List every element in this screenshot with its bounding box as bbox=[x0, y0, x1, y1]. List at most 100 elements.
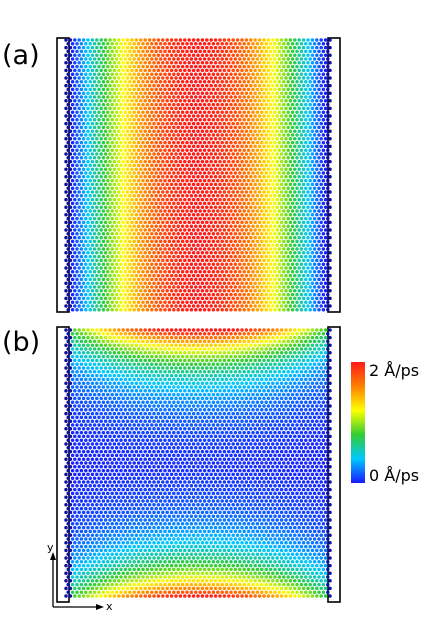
lattice-atom bbox=[297, 114, 301, 118]
lattice-atom bbox=[165, 197, 169, 202]
lattice-atom bbox=[218, 358, 222, 363]
lattice-atom bbox=[319, 243, 323, 247]
lattice-atom bbox=[290, 362, 295, 366]
lattice-atom bbox=[264, 247, 268, 251]
lattice-atom bbox=[112, 235, 117, 240]
lattice-atom bbox=[207, 362, 211, 366]
lattice-atom bbox=[176, 118, 180, 122]
lattice-atom bbox=[211, 270, 216, 274]
lattice-atom bbox=[176, 102, 180, 107]
lattice-atom bbox=[264, 72, 268, 76]
lattice-atom bbox=[310, 335, 315, 340]
lattice-atom bbox=[260, 178, 264, 183]
lattice-atom bbox=[123, 347, 128, 351]
lattice-atom bbox=[205, 121, 209, 126]
lattice-atom bbox=[321, 216, 326, 221]
lattice-atom bbox=[143, 243, 147, 247]
lattice-atom bbox=[227, 228, 231, 232]
lattice-atom bbox=[271, 129, 275, 133]
lattice-atom bbox=[130, 296, 134, 301]
lattice-atom bbox=[117, 137, 121, 141]
lattice-atom bbox=[68, 273, 73, 278]
lattice-atom bbox=[114, 209, 119, 213]
lattice-atom bbox=[64, 335, 68, 340]
lattice-atom bbox=[178, 235, 183, 240]
lattice-atom bbox=[257, 129, 262, 133]
lattice-atom bbox=[293, 243, 297, 247]
lattice-atom bbox=[66, 118, 70, 122]
lattice-atom bbox=[249, 106, 253, 111]
lattice-atom bbox=[134, 190, 139, 194]
lattice-atom bbox=[132, 125, 136, 130]
lattice-atom bbox=[92, 347, 97, 351]
lattice-atom bbox=[233, 186, 238, 190]
lattice-atom bbox=[88, 247, 92, 251]
lattice-atom bbox=[308, 232, 312, 236]
lattice-atom bbox=[249, 205, 253, 209]
lattice-atom bbox=[213, 328, 218, 332]
lattice-atom bbox=[315, 175, 319, 179]
lattice-atom bbox=[209, 167, 213, 171]
lattice-atom bbox=[233, 285, 238, 289]
lattice-atom bbox=[273, 49, 277, 54]
lattice-atom bbox=[147, 45, 152, 50]
lattice-atom bbox=[279, 328, 284, 332]
lattice-atom bbox=[262, 91, 266, 95]
lattice-atom bbox=[108, 121, 112, 126]
lattice-atom bbox=[207, 102, 211, 107]
lattice-atom bbox=[286, 64, 290, 69]
lattice-atom bbox=[216, 140, 220, 145]
lattice-atom bbox=[123, 118, 128, 122]
lattice-atom bbox=[216, 156, 220, 160]
lattice-atom bbox=[112, 190, 117, 194]
lattice-atom bbox=[64, 296, 68, 301]
lattice-atom bbox=[251, 209, 255, 213]
lattice-atom bbox=[299, 277, 304, 282]
lattice-atom bbox=[304, 209, 308, 213]
lattice-atom bbox=[128, 292, 132, 297]
lattice-atom bbox=[271, 121, 275, 126]
lattice-atom bbox=[123, 300, 128, 304]
lattice-atom bbox=[253, 121, 257, 126]
lattice-atom bbox=[185, 64, 189, 69]
lattice-atom bbox=[209, 129, 213, 133]
lattice-atom bbox=[275, 182, 279, 187]
lattice-atom bbox=[266, 220, 271, 225]
lattice-atom bbox=[244, 197, 249, 202]
lattice-atom bbox=[103, 273, 108, 278]
lattice-atom bbox=[229, 347, 233, 351]
lattice-atom bbox=[172, 247, 176, 251]
lattice-atom bbox=[273, 239, 277, 244]
lattice-atom bbox=[235, 175, 240, 179]
lattice-atom bbox=[266, 45, 271, 50]
lattice-atom bbox=[143, 258, 147, 263]
lattice-atom bbox=[112, 197, 117, 202]
lattice-atom bbox=[211, 194, 216, 198]
lattice-atom bbox=[81, 335, 86, 340]
lattice-atom bbox=[222, 144, 227, 149]
lattice-atom bbox=[301, 281, 306, 285]
lattice-atom bbox=[88, 201, 92, 206]
lattice-atom bbox=[293, 266, 297, 270]
lattice-atom bbox=[108, 358, 112, 363]
lattice-atom bbox=[180, 102, 185, 107]
lattice-atom bbox=[328, 235, 332, 240]
lattice-atom bbox=[297, 358, 301, 363]
lattice-atom bbox=[273, 224, 277, 228]
lattice-atom bbox=[321, 300, 326, 304]
lattice-atom bbox=[161, 213, 165, 217]
lattice-atom bbox=[143, 281, 147, 285]
lattice-atom bbox=[121, 258, 125, 263]
lattice-atom bbox=[161, 328, 165, 332]
lattice-atom bbox=[178, 106, 183, 111]
lattice-atom bbox=[187, 366, 191, 370]
lattice-atom bbox=[200, 266, 205, 270]
lattice-atom bbox=[121, 106, 125, 111]
lattice-atom bbox=[315, 45, 319, 50]
lattice-atom bbox=[180, 254, 185, 259]
lattice-atom bbox=[121, 358, 125, 363]
lattice-atom bbox=[323, 197, 328, 202]
lattice-atom bbox=[321, 232, 326, 236]
lattice-atom bbox=[231, 197, 235, 202]
lattice-atom bbox=[169, 358, 174, 363]
